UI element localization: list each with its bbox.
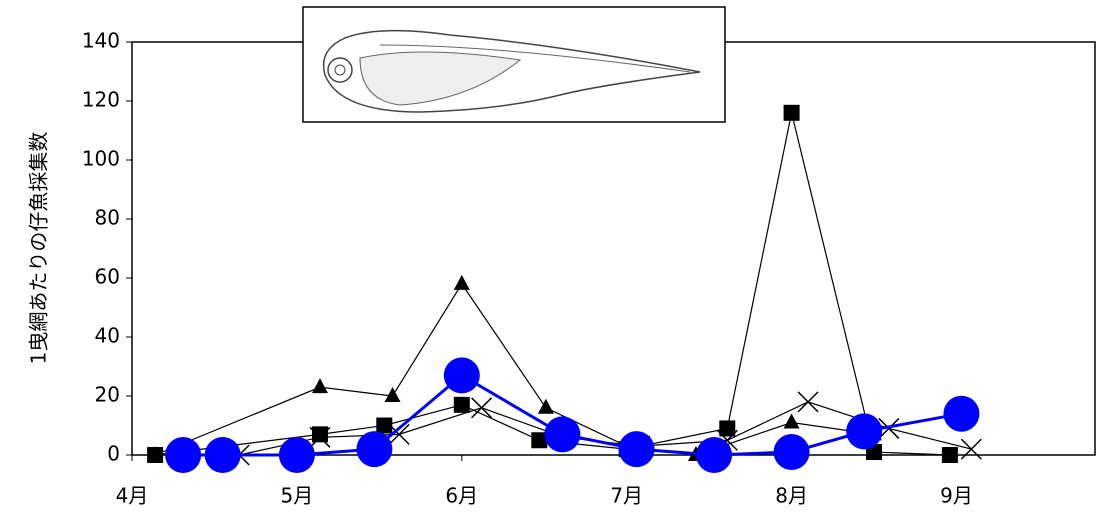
marker	[453, 274, 470, 290]
marker	[388, 423, 410, 445]
y-tick-label: 60	[95, 265, 120, 289]
marker	[696, 437, 733, 473]
marker	[453, 396, 470, 413]
marker	[544, 416, 581, 453]
marker	[783, 104, 800, 121]
marker	[278, 437, 315, 473]
marker	[878, 417, 900, 439]
marker	[147, 446, 164, 461]
marker	[773, 434, 810, 471]
y-tick-label: 100	[82, 147, 120, 171]
marker	[537, 398, 554, 414]
series-line	[155, 112, 950, 456]
marker	[618, 431, 655, 468]
marker	[943, 395, 980, 432]
marker	[531, 432, 548, 449]
marker	[846, 413, 883, 450]
y-tick-label: 80	[95, 206, 120, 230]
y-tick-label: 0	[107, 442, 120, 466]
y-tick-label: 140	[82, 29, 120, 53]
x-tick-label: 4月	[116, 484, 149, 508]
marker	[356, 431, 393, 468]
marker	[311, 426, 328, 443]
y-tick-label: 120	[82, 88, 120, 112]
marker	[443, 357, 480, 394]
marker	[960, 438, 982, 460]
marker	[376, 417, 393, 434]
y-axis-label: 1曳網あたりの仔魚採集数	[27, 132, 51, 365]
marker	[941, 447, 958, 463]
marker	[783, 413, 800, 429]
x-tick-label: 9月	[940, 484, 973, 508]
x-tick-label: 8月	[775, 484, 808, 508]
marker	[311, 378, 328, 394]
marker	[384, 387, 401, 402]
y-tick-label: 40	[95, 324, 120, 348]
marker	[309, 426, 331, 448]
x-tick-label: 5月	[281, 484, 314, 508]
marker	[797, 391, 819, 413]
marker	[471, 397, 493, 419]
y-tick-label: 20	[95, 383, 120, 407]
x-tick-label: 6月	[445, 484, 478, 508]
x-tick-label: 7月	[610, 484, 643, 508]
marker	[165, 437, 202, 473]
marker	[719, 420, 736, 437]
larva-illustration	[302, 6, 726, 123]
marker	[204, 437, 241, 473]
